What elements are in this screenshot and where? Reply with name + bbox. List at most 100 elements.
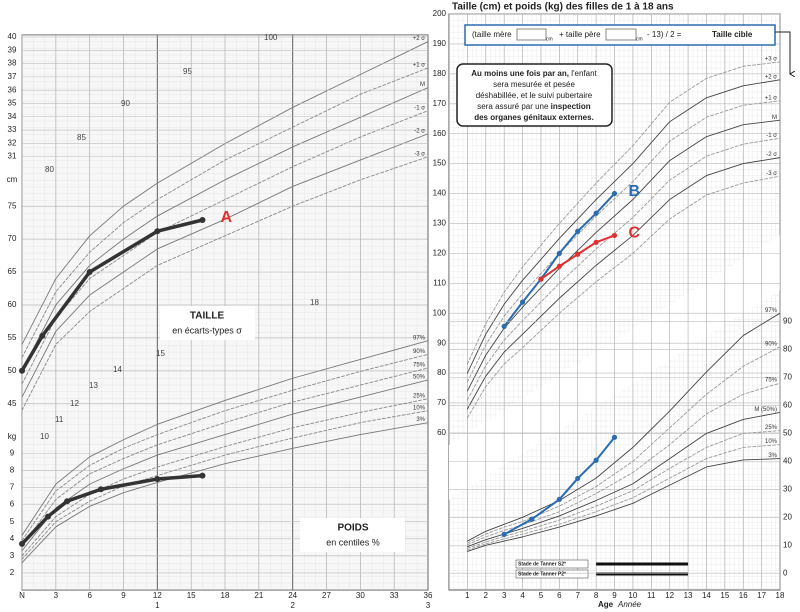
y-tick-label: 5 (10, 517, 15, 526)
reference-curve (466, 137, 780, 401)
taille-box (160, 306, 255, 340)
formula-unit: cm (636, 36, 643, 42)
y-tick-label: 70 (783, 373, 792, 382)
reference-curve (466, 100, 780, 383)
curve-annotation: 12 (70, 399, 79, 408)
reference-curve (22, 133, 428, 398)
curve-label: 97% (765, 308, 778, 314)
patient-point (501, 531, 507, 537)
x-tick-label: 16 (739, 591, 748, 600)
formula-text: (taille mère (472, 30, 512, 39)
curve-label: -3 σ (414, 151, 425, 157)
reference-curve (466, 444, 780, 551)
y-tick-label: 60 (437, 428, 446, 437)
x-tick-label: 4 (520, 591, 525, 600)
patient-point (154, 228, 161, 235)
note-segment: sera assuré par une (477, 102, 550, 111)
x-tick-label: 12 (153, 591, 162, 600)
x-tick-label: 33 (390, 591, 399, 600)
patient-point (575, 475, 581, 482)
note-segment: déshabillée, et le suivi pubertaire (476, 91, 593, 100)
curve-label: 75% (765, 378, 778, 384)
note-segment: des organes génitaux externes. (474, 113, 594, 122)
y-tick-label: 55 (8, 333, 17, 342)
patient-point (593, 457, 599, 463)
curve-label: M (420, 82, 425, 88)
patient-point (611, 190, 618, 197)
curve-label: 75% (413, 363, 426, 369)
y-tick-label: 2 (10, 568, 15, 577)
patient-point (519, 299, 526, 305)
series-label: C (629, 225, 641, 242)
y-tick-label: 130 (433, 219, 447, 228)
curve-label: +1 σ (765, 95, 778, 101)
curve-annotation: 18 (310, 298, 319, 307)
x-tick-label: 18 (221, 591, 230, 600)
curve-label: 3% (416, 417, 425, 423)
curve-label: +3 σ (765, 56, 778, 62)
patient-point (64, 498, 71, 505)
patient-point (611, 434, 618, 440)
patient-point (97, 486, 104, 493)
y-tick-label: 10 (783, 540, 792, 549)
y-tick-label: 39 (8, 45, 17, 54)
curve-label: -2 σ (766, 152, 777, 158)
y-tick-label: 150 (433, 159, 447, 168)
note-segment: l'enfant (569, 69, 598, 78)
formula-result: Taille cible (712, 30, 753, 39)
father-input (605, 28, 637, 41)
x-label: Année (617, 600, 642, 609)
patient-point (199, 472, 206, 479)
series-group (466, 312, 780, 552)
y-tick-label: 6 (10, 500, 15, 509)
x-tick-label: 5 (539, 591, 544, 600)
curve-label: M (50%) (754, 407, 777, 413)
formula-text: + taille père (559, 30, 601, 39)
patient-point (575, 251, 581, 257)
box-title: TAILLE (190, 311, 225, 322)
y-tick-label: 36 (8, 85, 17, 94)
formula-arrow (775, 31, 790, 74)
patient-point (19, 540, 25, 547)
y-tick-label: 90 (437, 338, 446, 347)
curve-annotation: 13 (89, 381, 98, 390)
y-tick-label: 90 (783, 317, 792, 326)
curve-label: 90% (413, 349, 426, 355)
curve-label: M (772, 115, 777, 121)
x-tick-label: 3 (54, 591, 59, 600)
y-tick-label: 37 (8, 72, 17, 81)
y-tick-label: 70 (8, 234, 17, 243)
reference-curve (466, 312, 780, 542)
patient-point (39, 332, 46, 339)
x-tick-label: 9 (612, 591, 617, 600)
patient-point (538, 276, 544, 282)
y-tick-label: 50 (8, 366, 17, 375)
curve-label: -1 σ (414, 105, 425, 111)
curve-label: 97% (413, 335, 426, 341)
curve-label: 10% (413, 405, 426, 411)
x-tick-label: 3 (502, 591, 507, 600)
x-tick-label: 17 (757, 591, 766, 600)
y-tick-label: 8 (10, 466, 15, 475)
curve-label: -2 σ (414, 128, 425, 134)
patient-point (593, 239, 599, 245)
reference-curve (466, 175, 780, 419)
patient-point (575, 228, 581, 234)
y-tick-label: 31 (8, 152, 17, 161)
y-tick-label: 33 (8, 125, 17, 134)
reference-curve (22, 398, 428, 557)
x-tick-label: 10 (628, 591, 637, 600)
y-tick-label: 40 (783, 456, 792, 465)
patient-point (556, 263, 562, 269)
y-axis-label: cm (7, 175, 18, 184)
y-tick-label: 120 (433, 248, 447, 257)
x-tick-label: 14 (702, 591, 711, 600)
curve-annotation: 11 (55, 415, 64, 424)
y-tick-label: 50 (783, 429, 792, 438)
patient-point (501, 323, 507, 329)
reference-curve (466, 79, 780, 374)
patient-line (22, 473, 205, 546)
x-tick-label: 9 (121, 591, 126, 600)
x-tick-label: 7 (575, 591, 580, 600)
y-tick-label: 20 (783, 512, 792, 521)
